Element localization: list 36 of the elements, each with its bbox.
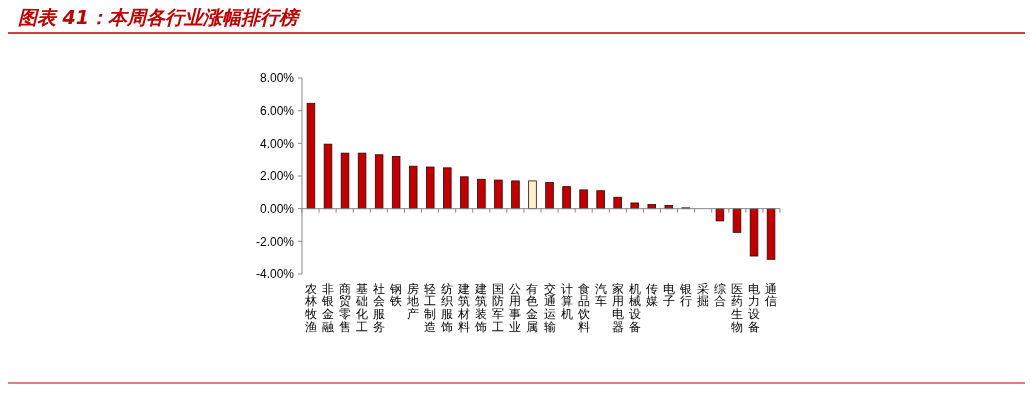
x-tick-label: 食品饮料 bbox=[576, 281, 590, 334]
x-tick-label: 银行 bbox=[678, 281, 692, 309]
x-tick-label: 建筑装饰 bbox=[474, 281, 488, 334]
y-tick-label: 2.00% bbox=[259, 169, 295, 184]
x-tick-label: 采掘 bbox=[696, 281, 709, 309]
x-tick-label: 国防军工 bbox=[492, 281, 505, 334]
y-tick-label: 8.00% bbox=[259, 71, 295, 86]
x-tick-label: 农林牧渔 bbox=[303, 281, 317, 334]
y-tick-label: -4.00% bbox=[255, 267, 295, 282]
x-tick-label: 建筑材料 bbox=[457, 281, 471, 334]
x-tick-label: 电力设备 bbox=[748, 281, 761, 334]
x-tick-label: 纺织服饰 bbox=[440, 281, 454, 334]
x-tick-label: 通信 bbox=[765, 281, 778, 309]
x-tick-label: 机械设备 bbox=[628, 281, 641, 334]
x-tick-label: 商贸零售 bbox=[339, 281, 352, 334]
x-tick-label: 基础化工 bbox=[355, 281, 369, 334]
y-tick-label: 4.00% bbox=[259, 136, 295, 151]
y-tick-label: 6.00% bbox=[259, 103, 295, 118]
x-tick-label: 家用电器 bbox=[611, 281, 624, 334]
x-tick-label: 电子 bbox=[662, 281, 675, 309]
x-tick-label: 社会服务 bbox=[373, 281, 386, 334]
x-tick-label: 汽车 bbox=[594, 281, 607, 309]
x-tick-label: 公用事业 bbox=[509, 281, 522, 334]
y-tick-label: 0.00% bbox=[259, 201, 295, 216]
x-tick-label: 传媒 bbox=[645, 281, 658, 309]
x-tick-label: 综合 bbox=[713, 281, 726, 309]
x-tick-label: 医药生物 bbox=[730, 281, 743, 334]
x-tick-label: 钢铁 bbox=[389, 281, 403, 309]
x-tick-label: 房地产 bbox=[406, 281, 420, 321]
x-tick-label: 计算机 bbox=[560, 281, 573, 321]
chart-title: 图表 41：本周各行业涨幅排行榜 bbox=[18, 6, 302, 28]
x-tick-label: 交通运输 bbox=[543, 281, 556, 334]
y-tick-label: -2.00% bbox=[255, 234, 295, 249]
x-tick-label: 轻工制造 bbox=[424, 281, 437, 334]
x-tick-label: 有色金属 bbox=[526, 281, 539, 334]
x-tick-label: 非银金融 bbox=[320, 281, 334, 334]
